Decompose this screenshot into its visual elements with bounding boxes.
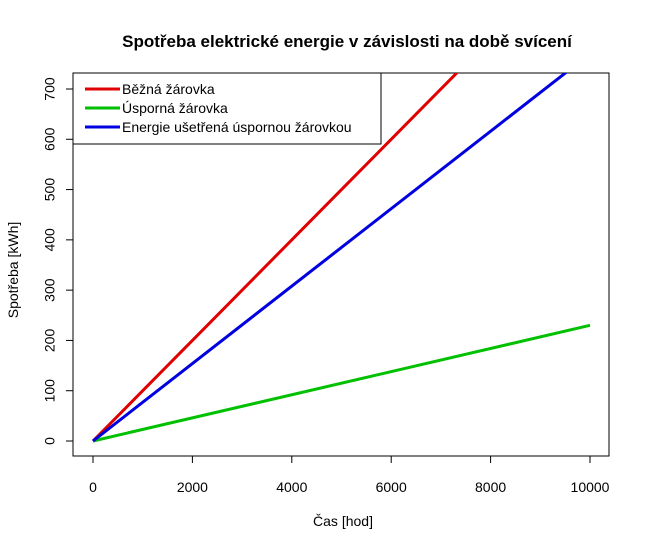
y-tick-label: 500 [42, 178, 58, 202]
series-layer [91, 73, 591, 443]
legend: Běžná žárovka Úsporná žárovka Energie ušet… [72, 72, 382, 145]
series-line-1 [91, 73, 459, 443]
y-tick-label: 400 [42, 228, 58, 252]
y-axis-label: Spotřeba [kWh] [5, 222, 21, 319]
y-tick-label: 200 [42, 329, 58, 353]
y-tick-label: 0 [42, 437, 58, 445]
legend-box [72, 72, 382, 145]
legend-label: Běžná žárovka [122, 81, 215, 97]
y-tick-label: 100 [42, 379, 58, 403]
y-tick-label: 700 [42, 77, 58, 101]
y-tick-label: 600 [42, 127, 58, 151]
x-tick-label: 10000 [571, 479, 610, 495]
x-tick-label: 6000 [376, 479, 407, 495]
series-line-2 [92, 323, 591, 443]
y-tick-label: 300 [42, 278, 58, 302]
chart-title: Spotřeba elektrické energie v závislosti… [122, 32, 573, 51]
legend-label: Úsporná žárovka [122, 100, 228, 116]
legend-label: Energie ušetřená úspornou žárovkou [122, 119, 352, 135]
x-axis: 0 2000 4000 6000 8000 10000 [89, 456, 610, 495]
x-tick-label: 2000 [177, 479, 208, 495]
x-tick-label: 8000 [475, 479, 506, 495]
y-axis: 0 100 200 300 400 500 600 700 [42, 77, 73, 445]
x-tick-label: 4000 [276, 479, 307, 495]
series-line-3 [92, 73, 568, 443]
x-axis-label: Čas [hod] [313, 513, 373, 529]
x-tick-label: 0 [89, 479, 97, 495]
